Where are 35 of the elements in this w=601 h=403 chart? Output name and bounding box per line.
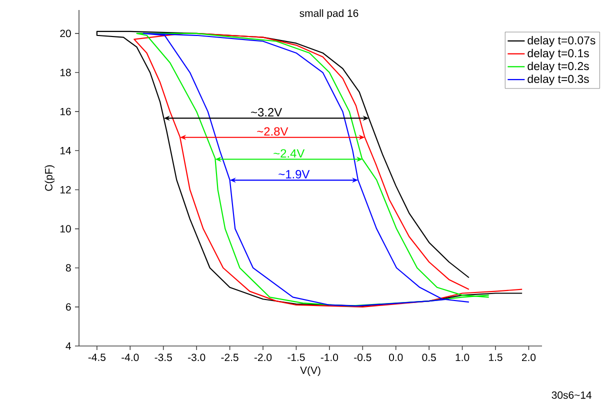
y-tick-label: 8 [66, 264, 71, 272]
x-tick-label: 0.0 [389, 354, 403, 362]
x-tick-label: 1.5 [489, 354, 502, 361]
x-tick-label: -4.0 [122, 354, 139, 362]
legend-label: delay t=0.2s [528, 62, 589, 72]
y-tick-label: 6 [66, 303, 71, 311]
chart-title: small pad 16 [300, 9, 358, 20]
legend-label: delay t=0.3s [528, 74, 589, 86]
x-tick-label: -1.0 [320, 354, 338, 362]
legend-label: delay t=0.07s [528, 36, 596, 47]
y-tick-label: 18 [60, 68, 71, 76]
legend-label: delay t=0.1s [528, 48, 589, 60]
x-tick-label: -0.5 [354, 354, 372, 362]
y-tick-label: 10 [60, 225, 71, 232]
x-tick-label: -3.0 [188, 354, 206, 362]
annotation: ~2.8V [257, 127, 288, 136]
x-tick-label: 1.0 [456, 354, 470, 362]
text: 30s6~14 [552, 391, 592, 399]
y-axis-title: C(pF) [44, 165, 55, 191]
x-axis-title: V(V) [300, 366, 320, 376]
y-tick-label: 14 [60, 147, 71, 154]
y-tick-label: 12 [60, 186, 71, 194]
x-tick-label: -4.5 [88, 354, 106, 361]
y-tick-label: 16 [60, 108, 71, 116]
x-tick-label: 0.5 [422, 354, 436, 362]
x-tick-label: -2.0 [254, 354, 272, 362]
y-tick-label: 4 [66, 342, 71, 350]
annotation: ~3.2V [251, 108, 282, 117]
annotation: ~2.4V [274, 149, 305, 158]
x-tick-label: -2.5 [221, 354, 238, 362]
x-tick-label: 2.0 [522, 354, 536, 362]
x-tick-label: -3.5 [154, 354, 172, 362]
x-tick-label: -1.5 [288, 354, 305, 361]
annotation: ~1.9V [278, 170, 310, 178]
y-tick-label: 20 [60, 30, 71, 38]
